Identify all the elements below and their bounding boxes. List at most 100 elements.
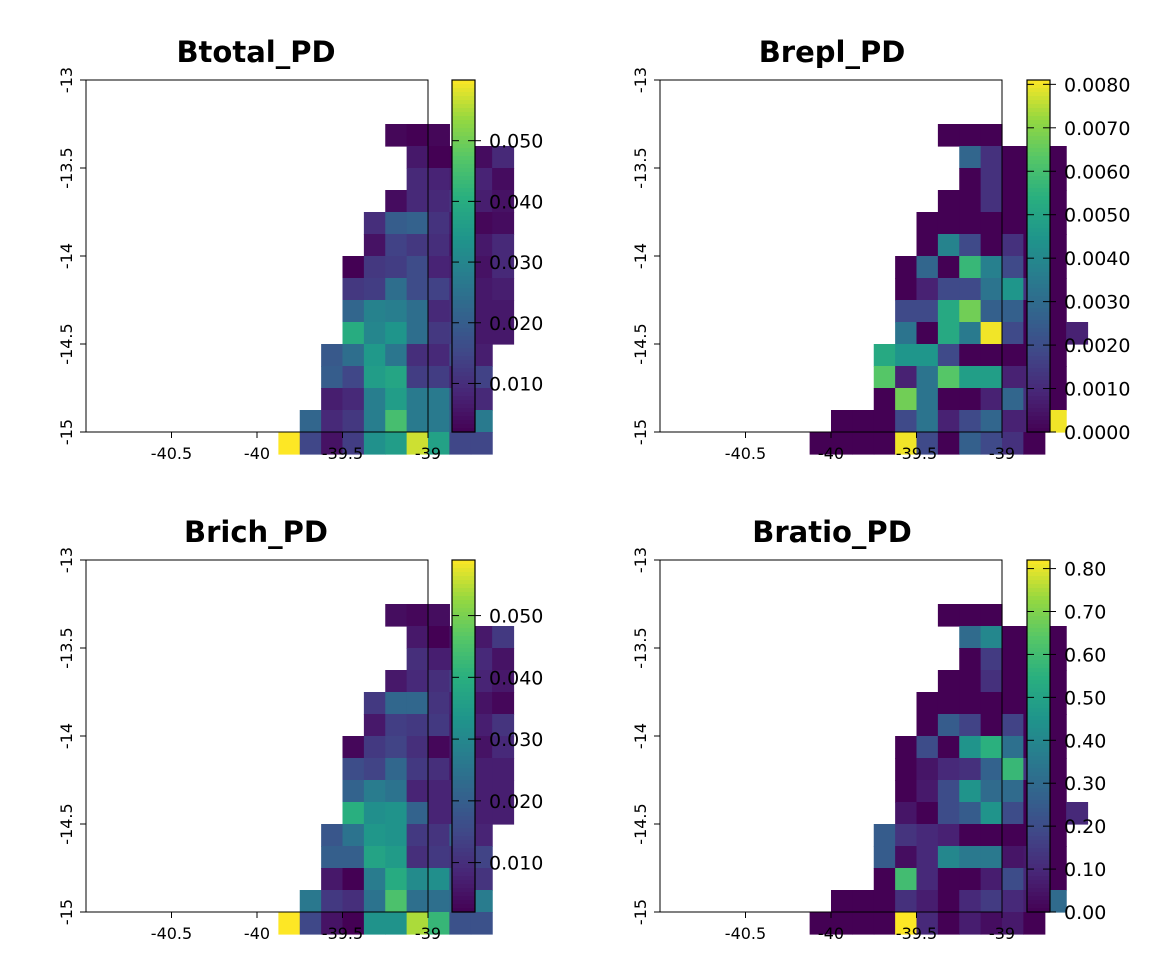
colorbar: 0.050 0.040 0.030 0.020 0.010 xyxy=(451,79,543,433)
colorbar-swatch xyxy=(452,180,475,185)
raster-cell xyxy=(363,846,386,869)
raster-cell xyxy=(1002,868,1024,891)
raster-cell xyxy=(980,124,1003,147)
colorbar-swatch xyxy=(452,620,475,625)
colorbar-swatch xyxy=(452,700,475,705)
colorbar-swatch xyxy=(1027,200,1050,205)
colorbar-swatch xyxy=(452,616,475,621)
raster-cell xyxy=(470,146,493,169)
raster-cell xyxy=(937,300,960,323)
chart-title: Btotal_PD xyxy=(176,35,335,69)
colorbar-tick-label: 0.20 xyxy=(1064,816,1106,838)
colorbar-swatch xyxy=(1027,360,1050,365)
raster-cell xyxy=(406,410,429,433)
raster-cell xyxy=(363,432,386,455)
colorbar-swatch xyxy=(1027,332,1050,337)
colorbar-swatch xyxy=(1027,156,1050,161)
raster-cell xyxy=(406,846,429,869)
colorbar-swatch xyxy=(452,252,475,257)
colorbar-swatch xyxy=(1027,676,1050,681)
colorbar-swatch xyxy=(1027,312,1050,317)
raster-cell xyxy=(873,366,896,389)
colorbar-swatch xyxy=(452,588,475,593)
colorbar-swatch xyxy=(1027,408,1050,413)
colorbar-swatch xyxy=(452,900,475,905)
x-tick-label: -40 xyxy=(818,444,844,463)
raster-cell xyxy=(959,190,982,213)
colorbar-swatch xyxy=(1027,108,1050,113)
colorbar-swatch xyxy=(452,692,475,697)
raster-cell xyxy=(895,912,918,935)
raster-cell xyxy=(916,432,939,455)
raster-cell xyxy=(959,278,982,301)
raster-cell xyxy=(385,256,408,279)
colorbar-swatch xyxy=(1027,352,1050,357)
raster-cell xyxy=(916,366,939,389)
raster-cell xyxy=(1002,190,1024,213)
raster-cell xyxy=(470,410,493,433)
raster-cell xyxy=(470,868,493,891)
raster-cell xyxy=(873,824,896,847)
colorbar-swatch xyxy=(1027,660,1050,665)
colorbar-swatch xyxy=(452,308,475,313)
colorbar-swatch xyxy=(1027,560,1050,565)
colorbar-tick-label: 0.040 xyxy=(489,667,543,689)
colorbar-swatch xyxy=(452,708,475,713)
colorbar-swatch xyxy=(1027,684,1050,689)
raster-cell xyxy=(937,366,960,389)
raster-cell xyxy=(980,604,1003,627)
raster-cell xyxy=(916,256,939,279)
raster-cell xyxy=(363,780,386,803)
raster-cell xyxy=(342,322,365,345)
raster-cell xyxy=(428,410,450,433)
colorbar-swatch xyxy=(1027,896,1050,901)
colorbar-swatch xyxy=(452,796,475,801)
colorbar-tick-label: 0.10 xyxy=(1064,859,1106,881)
colorbar-swatch xyxy=(1027,584,1050,589)
raster-cell xyxy=(895,432,918,455)
colorbar-swatch xyxy=(1027,764,1050,769)
raster-cell xyxy=(937,256,960,279)
colorbar-swatch xyxy=(452,192,475,197)
raster-cell xyxy=(470,670,493,693)
colorbar-swatch xyxy=(1027,236,1050,241)
raster-cell xyxy=(1002,912,1024,935)
raster-cell xyxy=(385,388,408,411)
x-tick-label: -40 xyxy=(818,924,844,943)
colorbar-swatch xyxy=(452,800,475,805)
colorbar-swatch xyxy=(1027,808,1050,813)
colorbar-swatch xyxy=(452,720,475,725)
raster-cell xyxy=(363,912,386,935)
colorbar-swatch xyxy=(452,136,475,141)
raster-cell xyxy=(937,824,960,847)
colorbar-swatch xyxy=(1027,204,1050,209)
colorbar-swatch xyxy=(1027,416,1050,421)
raster-cell xyxy=(470,234,493,257)
raster-cell xyxy=(959,168,982,191)
raster-cell xyxy=(428,300,450,323)
colorbar-swatch xyxy=(1027,348,1050,353)
colorbar-swatch xyxy=(452,260,475,265)
colorbar-swatch xyxy=(452,408,475,413)
colorbar-swatch xyxy=(452,828,475,833)
raster-cell xyxy=(363,692,386,715)
raster-cell xyxy=(470,626,493,649)
raster-cell xyxy=(406,168,429,191)
raster-cell xyxy=(342,802,365,825)
colorbar-swatch xyxy=(1027,128,1050,133)
colorbar-swatch xyxy=(452,176,475,181)
colorbar-swatch xyxy=(1027,192,1050,197)
colorbar-swatch xyxy=(1027,344,1050,349)
raster-cell xyxy=(980,758,1003,781)
colorbar-swatch xyxy=(1027,376,1050,381)
colorbar-swatch xyxy=(452,872,475,877)
raster-cell xyxy=(852,912,875,935)
colorbar-swatch xyxy=(452,804,475,809)
colorbar-swatch xyxy=(1027,656,1050,661)
raster-cell xyxy=(959,868,982,891)
raster-cell xyxy=(980,256,1003,279)
raster-cell xyxy=(916,912,939,935)
raster-cell xyxy=(428,146,450,169)
colorbar-swatch xyxy=(1027,268,1050,273)
y-tick-label: -14.5 xyxy=(631,803,650,844)
